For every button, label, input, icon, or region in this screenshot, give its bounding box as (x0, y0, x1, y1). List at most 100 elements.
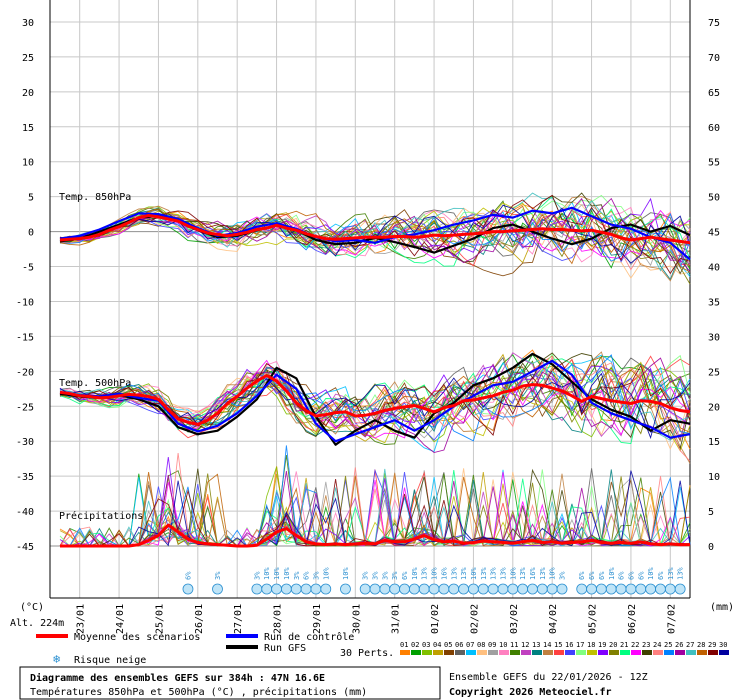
snow-risk-icon (340, 583, 351, 595)
pert-number: 08 (477, 641, 485, 649)
snow-risk-label: 13% (677, 567, 685, 580)
x-date-label: 25/01 (154, 604, 165, 634)
y-tick-left: 10 (22, 158, 34, 169)
pert-number: 01 (400, 641, 408, 649)
snowflake-icon: ❄ (53, 652, 60, 666)
pert-number: 20 (609, 641, 617, 649)
snow-risk-label: 13% (460, 567, 468, 580)
snow-risk-icon (487, 583, 499, 595)
pert-number: 13 (532, 641, 540, 649)
pert-swatch (400, 650, 410, 655)
pert-swatch (697, 650, 707, 655)
legend-perts-label: 30 Perts. (340, 648, 394, 659)
pert-swatch (455, 650, 465, 655)
y-tick-left: -15 (16, 332, 34, 343)
label-temp-850: Temp. 850hPa (59, 192, 131, 203)
pert-number: 09 (488, 641, 496, 649)
snow-risk-icon (182, 583, 194, 595)
y-tick-right: 60 (708, 123, 720, 134)
ylabel-left: (°C) (20, 602, 44, 613)
snow-risk-icon (517, 583, 529, 595)
snow-risk-label: 13% (421, 567, 429, 580)
snow-risk-label: 6% (588, 571, 596, 580)
snow-risk-row: 6% 3% 3% 10% 10% 10% 3% 6% 3% 10% 10% 3% 3% 3% 3% 6% 10%… (182, 567, 686, 595)
pert-swatch (719, 650, 729, 655)
ensemble-line-850 (59, 194, 691, 275)
run-info: Ensemble GEFS du 22/01/2026 - 12Z (449, 672, 648, 683)
pert-swatch (477, 650, 487, 655)
y-tick-right: 70 (708, 53, 720, 64)
snow-risk-label: 6% (578, 571, 586, 580)
snow-risk-label: 6% (303, 571, 311, 580)
pert-swatch (521, 650, 531, 655)
x-date-label: 03/02 (509, 604, 520, 634)
snow-risk-label: 13% (450, 567, 458, 580)
snow-risk-icon (389, 583, 401, 595)
snow-risk-icon (576, 583, 588, 595)
snow-risk-label: 3% (372, 571, 380, 580)
snow-risk-label: 10% (549, 567, 557, 580)
y-tick-right: 0 (708, 542, 714, 553)
snow-risk-icon (674, 583, 686, 595)
pert-swatch (433, 650, 443, 655)
pert-number: 18 (587, 641, 595, 649)
ylabel-right: (mm) (710, 602, 734, 613)
snow-risk-label: 13% (480, 567, 488, 580)
y-tick-left: 20 (22, 88, 34, 99)
pert-number: 24 (653, 641, 661, 649)
snow-risk-icon (596, 583, 607, 595)
snow-risk-label: 16% (529, 567, 537, 580)
snow-risk-icon (536, 583, 548, 595)
legend-gfs-label: Run GFS (264, 643, 306, 654)
pert-swatch (411, 650, 421, 655)
snow-risk-icon (635, 583, 647, 595)
legend-control-label: Run de contrôle (264, 631, 354, 643)
pert-swatch (631, 650, 641, 655)
snow-risk-label: 3% (381, 571, 389, 580)
snow-risk-label: 13% (539, 567, 547, 580)
y-tick-left: 15 (22, 123, 34, 134)
x-date-label: 30/01 (351, 604, 362, 634)
pert-number: 05 (444, 641, 452, 649)
x-date-label: 23/01 (76, 604, 87, 634)
snow-risk-icon (664, 583, 676, 595)
x-date-label: 31/01 (391, 604, 402, 634)
y-tick-left: -45 (16, 542, 34, 553)
snow-risk-label: 3% (293, 571, 301, 580)
snow-risk-label: 6% (637, 571, 645, 580)
y-tick-left: -10 (16, 297, 34, 308)
x-date-label: 07/02 (666, 604, 677, 634)
y-tick-right: 35 (708, 297, 720, 308)
pert-number: 29 (708, 641, 716, 649)
pert-number: 26 (675, 641, 683, 649)
x-date-label: 04/02 (548, 604, 559, 634)
ensemble-line-precip (60, 470, 691, 547)
pert-number: 28 (697, 641, 705, 649)
y-tick-right: 75 (708, 18, 720, 29)
pert-swatch (664, 650, 674, 655)
pert-swatch (708, 650, 718, 655)
y-tick-right: 10 (708, 472, 720, 483)
pert-swatch (499, 650, 509, 655)
x-date-label: 26/01 (194, 604, 205, 634)
snow-risk-icon (438, 583, 450, 595)
snow-risk-icon (477, 583, 489, 595)
pert-swatch (422, 650, 432, 655)
snow-risk-icon (507, 583, 519, 595)
snow-risk-icon (320, 583, 332, 595)
series-mean-850hpa (59, 214, 691, 245)
pert-number: 06 (455, 641, 463, 649)
pert-swatch (642, 650, 652, 655)
snow-risk-icon (645, 583, 657, 595)
snow-risk-label: 10% (470, 567, 478, 580)
snow-risk-label: 3% (214, 571, 222, 580)
pert-swatch (609, 650, 619, 655)
snow-risk-label: 10% (608, 567, 616, 580)
y-tick-right: 15 (708, 437, 720, 448)
y-tick-left: 5 (28, 193, 34, 204)
snow-risk-icon (448, 583, 460, 595)
series-mean-500hpa (59, 374, 691, 426)
pert-swatch (620, 650, 630, 655)
y-tick-right: 20 (708, 402, 720, 413)
